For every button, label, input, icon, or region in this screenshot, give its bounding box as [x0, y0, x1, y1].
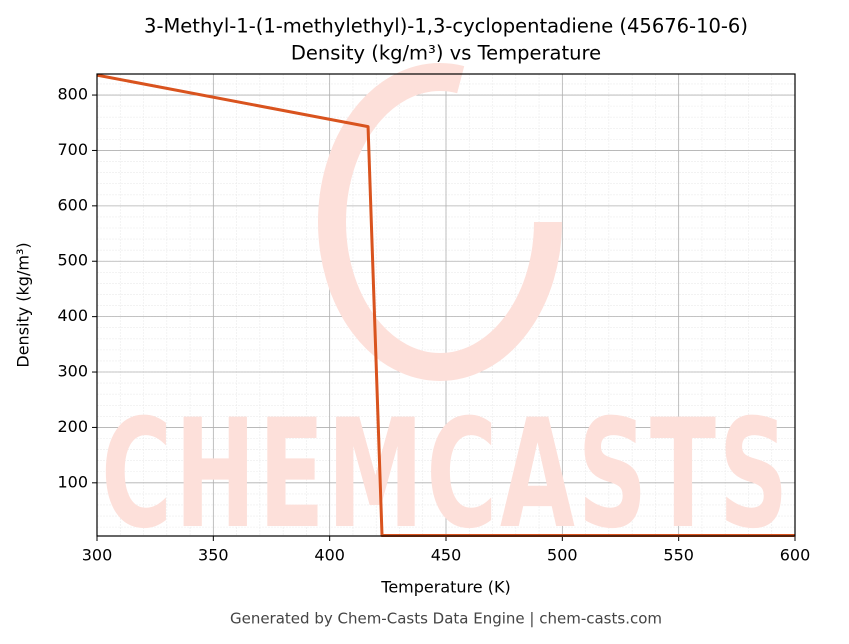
- y-tick-label: 700: [57, 140, 88, 159]
- y-tick-label: 100: [57, 472, 88, 491]
- y-tick-label: 800: [57, 85, 88, 104]
- x-tick-label: 300: [82, 546, 113, 565]
- x-axis-label: Temperature (K): [380, 578, 510, 597]
- watermark-logo: [318, 63, 562, 381]
- x-tick-label: 600: [780, 546, 811, 565]
- y-tick-label: 600: [57, 195, 88, 214]
- footer: Generated by Chem-Casts Data Engine | ch…: [230, 610, 662, 628]
- x-tick-label: 500: [547, 546, 578, 565]
- x-tick-label: 400: [314, 546, 345, 565]
- chart-subtitle: Density (kg/m³) vs Temperature: [291, 42, 601, 65]
- x-tick-label: 550: [663, 546, 694, 565]
- y-axis-label: Density (kg/m³): [14, 242, 33, 367]
- y-tick-label: 500: [57, 251, 88, 270]
- y-tick-label: 200: [57, 417, 88, 436]
- chart-title: 3-Methyl-1-(1-methylethyl)-1,3-cyclopent…: [144, 15, 748, 38]
- y-tick-label: 400: [57, 306, 88, 325]
- watermark: CHEMCASTS: [101, 388, 791, 562]
- x-tick-label: 350: [198, 546, 229, 565]
- x-tick-label: 450: [431, 546, 462, 565]
- plot-frame: [96, 73, 796, 537]
- y-tick-label: 300: [57, 362, 88, 381]
